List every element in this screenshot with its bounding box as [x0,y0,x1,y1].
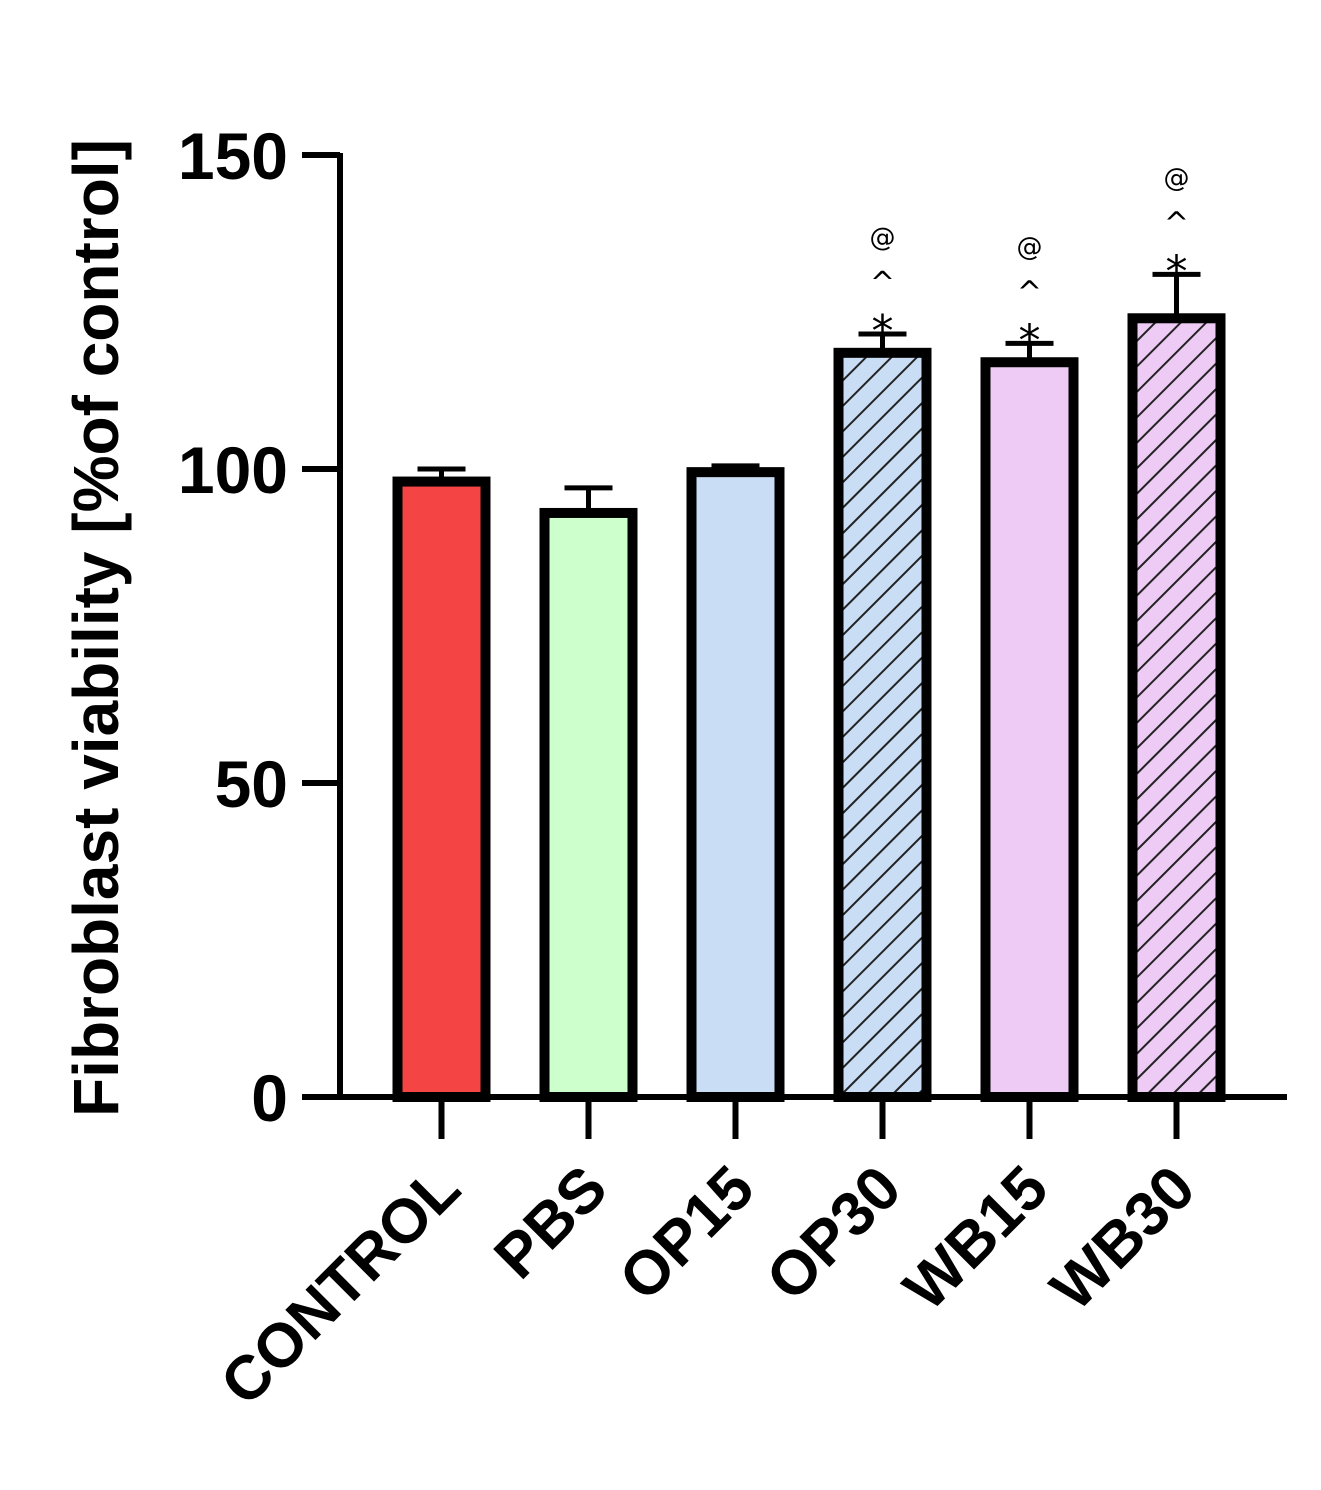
x-tick-label: CONTROL [208,1153,474,1419]
x-tick-label: OP15 [606,1153,767,1314]
y-tick-label: 0 [251,1061,288,1135]
sig-star: * [872,306,894,357]
y-tick-label: 100 [178,433,288,507]
bar-hatch [838,352,927,1097]
bar-control [397,481,486,1097]
sig-at: @ [1017,232,1043,262]
y-axis: 0 50 100 150 [178,119,343,1135]
sig-star: * [1019,315,1041,366]
sig-caret: ^ [1164,206,1189,241]
x-tick-label: PBS [481,1153,620,1292]
y-tick-label: 50 [215,747,288,821]
sig-star: * [1166,246,1188,297]
bar-op15 [691,472,780,1097]
x-tick-label: OP30 [753,1153,914,1314]
sig-at: @ [870,223,896,253]
x-tick-label: WB30 [1038,1153,1209,1324]
y-tick-label: 150 [178,119,288,193]
error-bars [417,271,1201,513]
sig-caret: ^ [1017,275,1042,310]
significance-annotations: * ^ @ * ^ @ * ^ @ [870,163,1190,366]
sig-at: @ [1164,163,1190,193]
sig-caret: ^ [870,266,895,301]
bar-wb15 [985,362,1074,1097]
bar-pbs [544,512,633,1097]
bar-hatch [1132,318,1221,1097]
y-axis-title: Fibroblast viability [%of control] [60,139,132,1117]
bars [392,313,1226,1102]
x-tick-label: WB15 [891,1153,1062,1324]
